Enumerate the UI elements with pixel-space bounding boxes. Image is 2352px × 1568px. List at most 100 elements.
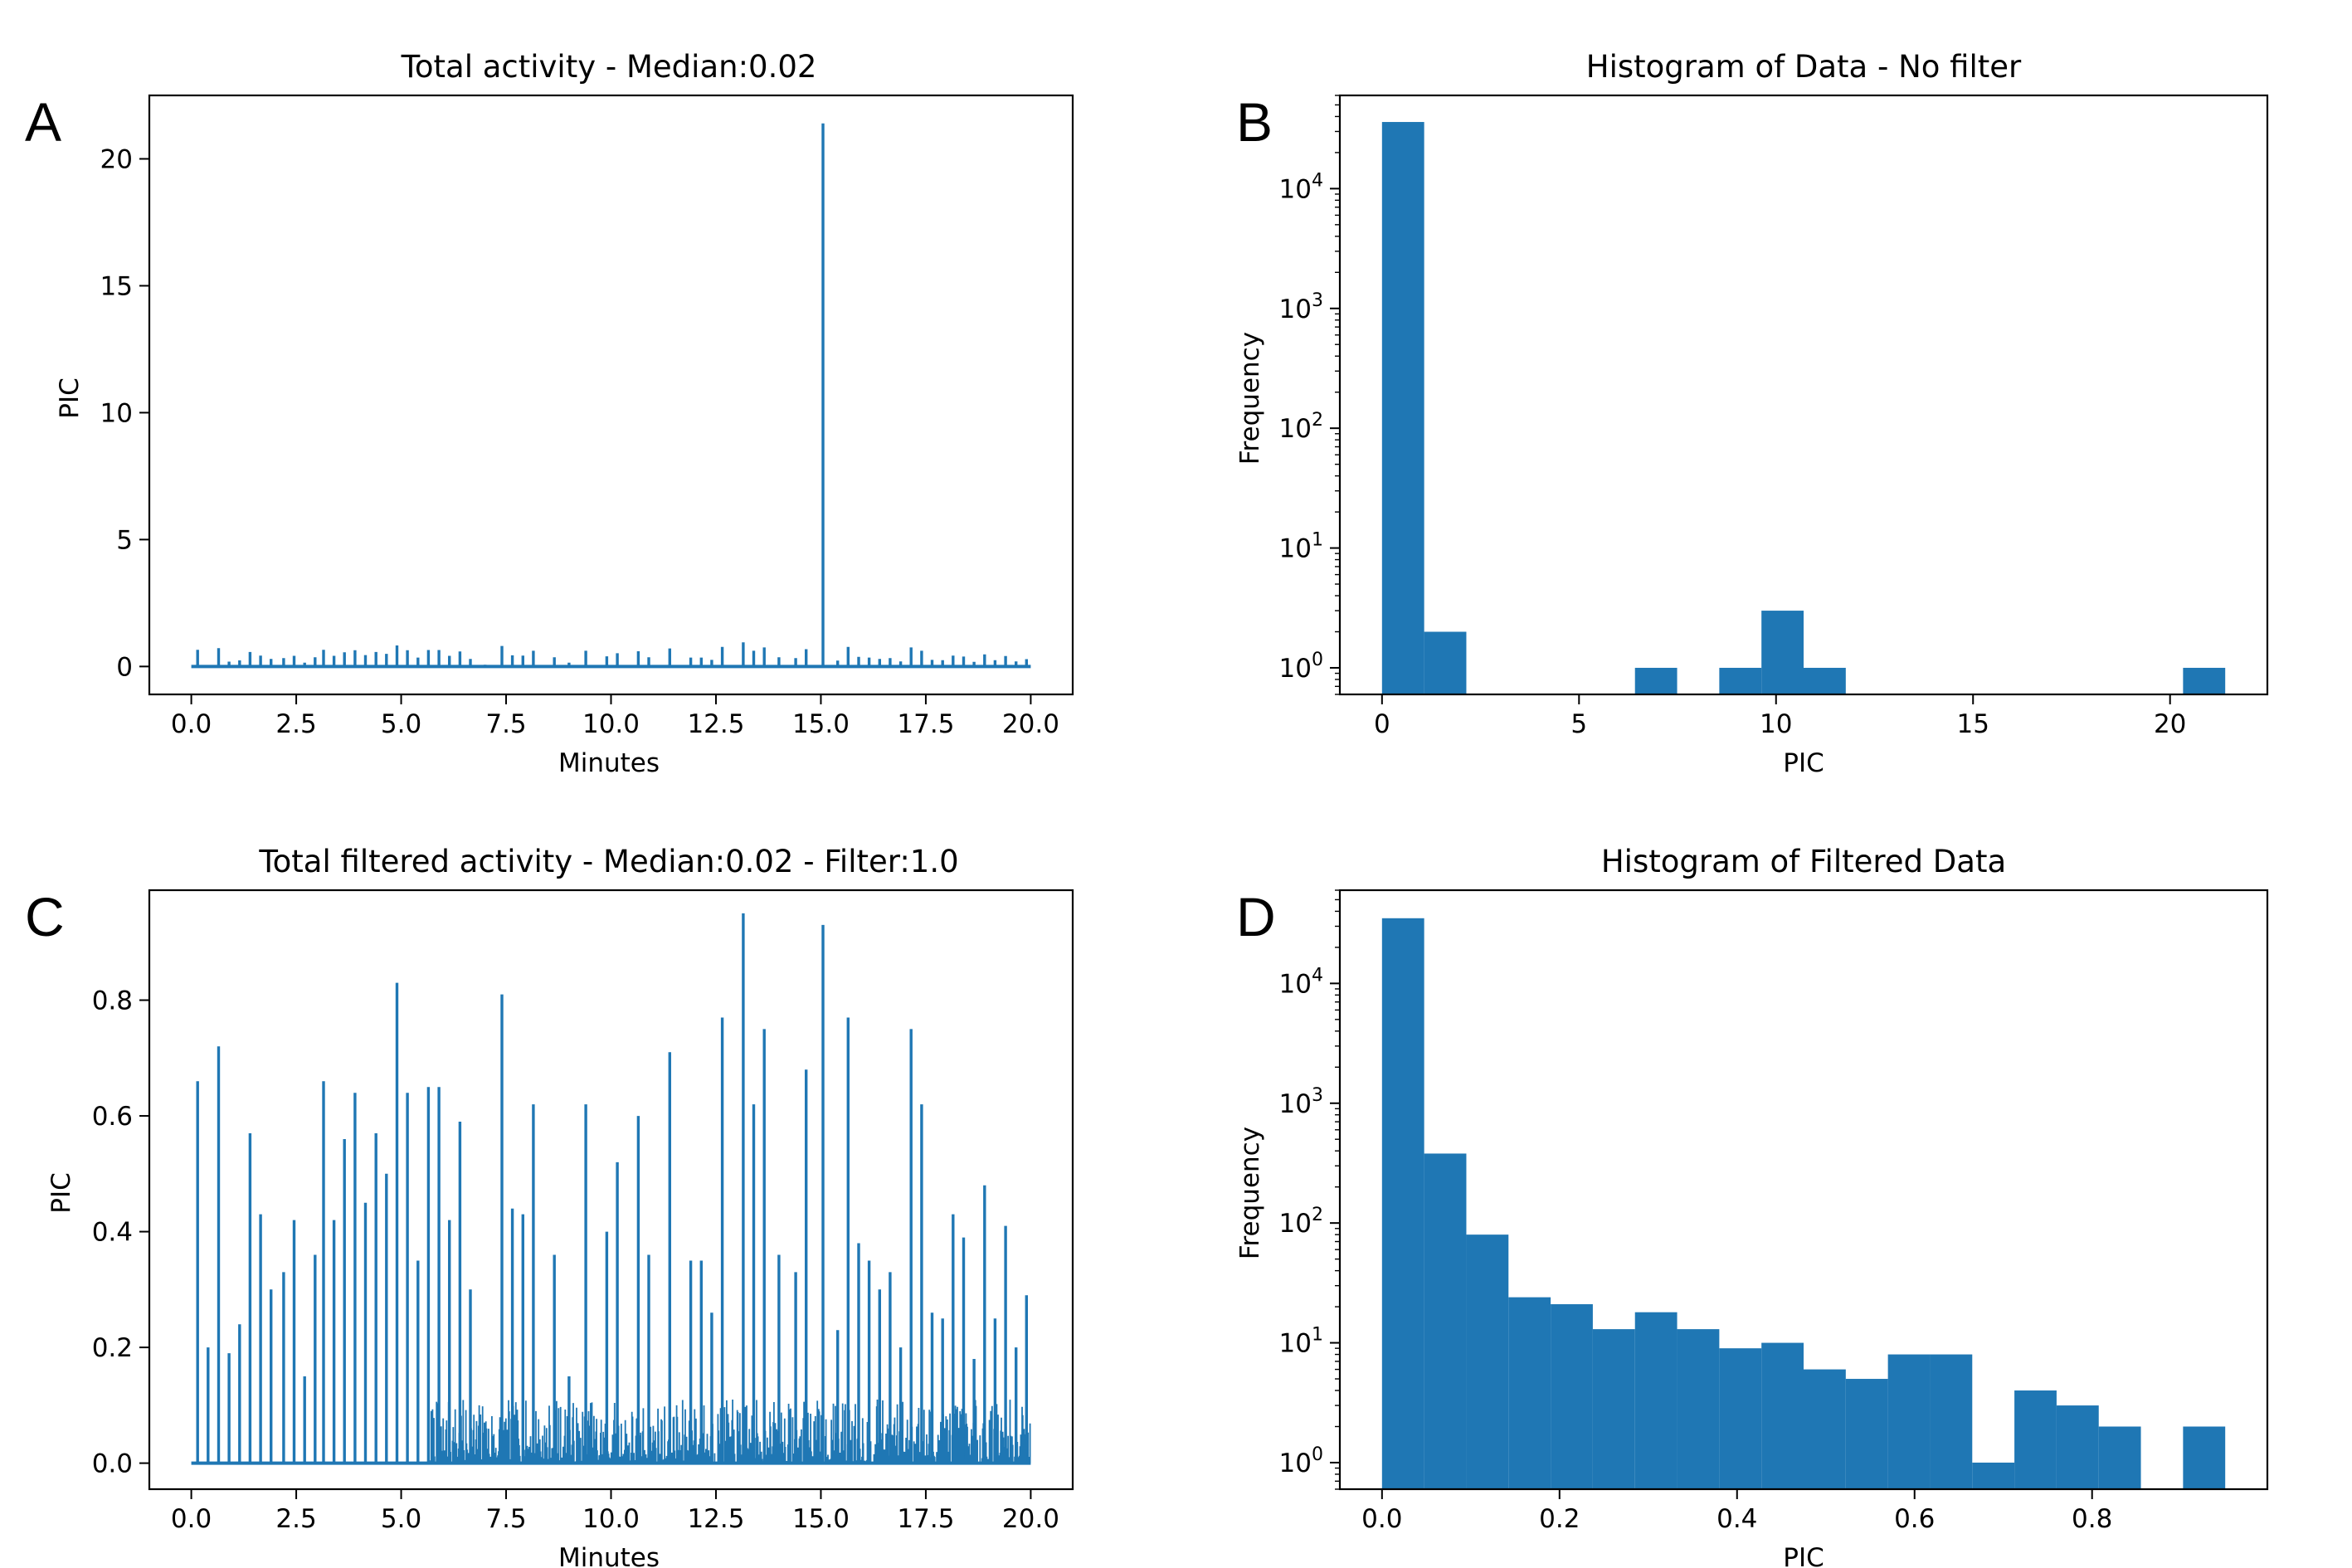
panel-a-ylabel: PIC: [55, 377, 85, 418]
histogram-bar: [1508, 1297, 1551, 1489]
histogram-bar: [1804, 667, 1846, 694]
histogram-bar: [1930, 1354, 1973, 1489]
panel-d-title: Histogram of Filtered Data: [1601, 844, 2006, 879]
panel-c-title: Total filtered activity - Median:0.02 - …: [258, 844, 958, 879]
panel-a-plot-area: [191, 123, 1031, 669]
panel-d-ytick-label: 103: [1279, 1085, 1323, 1119]
panel-letter-b: B: [1236, 91, 1273, 153]
panel-b-xtick-label: 0: [1374, 709, 1390, 739]
panel-b-xtick-label: 5: [1570, 709, 1587, 739]
histogram-bar: [1845, 1379, 1888, 1489]
panel-a-xlabel: Minutes: [558, 748, 660, 778]
panel-c-xlabel: Minutes: [558, 1543, 660, 1568]
histogram-bar: [1761, 611, 1804, 694]
panel-d-xtick-label: 0.6: [1894, 1504, 1935, 1534]
panel-letter-c: C: [25, 886, 65, 947]
histogram-bar: [2098, 1426, 2141, 1489]
panel-a-xtick-label: 0.0: [171, 709, 212, 739]
panel-c-xtick-label: 7.5: [485, 1504, 526, 1534]
panel-c-ytick-label: 0.4: [92, 1218, 133, 1248]
panel-b-ytick-label: 101: [1279, 530, 1323, 564]
panel-d-bars: [1381, 918, 2226, 1489]
panel-a-xtick-label: 2.5: [275, 709, 316, 739]
panel-c-xtick-label: 10.0: [582, 1504, 640, 1534]
panel-c-xtick-label: 0.0: [171, 1504, 212, 1534]
panel-b-ytick-label: 100: [1279, 650, 1323, 684]
histogram-bar: [1381, 122, 1424, 694]
panel-b-xtick-label: 10: [1760, 709, 1792, 739]
panel-c-activity-spikes: [196, 913, 1028, 1463]
histogram-bar: [2014, 1390, 2057, 1489]
panel-c-axes-frame: [148, 889, 1074, 1491]
panel-a-ytick-label: 5: [116, 525, 133, 555]
panel-c-xtick-label: 12.5: [687, 1504, 744, 1534]
panel-a-ytick-label: 0: [116, 652, 133, 682]
panel-a: A Total activity - Median:0.02 Minutes P…: [25, 49, 1074, 778]
panel-c-ytick-label: 0.8: [92, 986, 133, 1016]
histogram-bar: [1466, 1234, 1509, 1489]
histogram-bar: [1804, 1369, 1846, 1489]
panel-a-title: Total activity - Median:0.02: [401, 49, 817, 85]
panel-b-xtick-label: 20: [2154, 709, 2186, 739]
panel-d-xtick-label: 0.2: [1539, 1504, 1580, 1534]
histogram-bar: [2183, 1426, 2226, 1489]
panel-d-xtick-label: 0.4: [1717, 1504, 1757, 1534]
histogram-bar: [1424, 631, 1467, 694]
histogram-bar: [1887, 1354, 1931, 1489]
histogram-bar: [1761, 1342, 1804, 1489]
histogram-bar: [1719, 1348, 1762, 1489]
histogram-bar: [1592, 1329, 1635, 1489]
panel-b-axes-frame: [1338, 94, 2269, 696]
panel-b-plot-area: [1381, 122, 2226, 694]
panel-b-bars: [1381, 122, 2226, 694]
panel-d: D Histogram of Filtered Data PIC Frequen…: [1235, 844, 2269, 1568]
panel-c-xtick-label: 17.5: [897, 1504, 954, 1534]
panel-c-xtick-label: 2.5: [275, 1504, 316, 1534]
panel-b-title: Histogram of Data - No filter: [1586, 49, 2022, 85]
histogram-bar: [1719, 667, 1762, 694]
panel-c-ylabel: PIC: [46, 1172, 76, 1213]
panel-b-xlabel: PIC: [1783, 748, 1824, 778]
panel-a-xtick-label: 20.0: [1002, 709, 1059, 739]
panel-d-xtick-label: 0.8: [2072, 1504, 2112, 1534]
panel-b-ytick-label: 102: [1279, 410, 1323, 444]
panel-a-ytick-label: 15: [100, 271, 133, 301]
panel-a-xtick-label: 12.5: [687, 709, 744, 739]
panel-c-ytick-label: 0.6: [92, 1102, 133, 1132]
panel-c-xtick-label: 15.0: [792, 1504, 850, 1534]
panel-a-ytick-label: 10: [100, 398, 133, 428]
histogram-bar: [1634, 667, 1678, 694]
panel-a-xtick-label: 7.5: [485, 709, 526, 739]
panel-d-ytick-label: 102: [1279, 1205, 1323, 1239]
panel-letter-d: D: [1236, 886, 1276, 947]
panel-a-xtick-label: 15.0: [792, 709, 850, 739]
panel-a-axes-frame: [148, 94, 1074, 696]
panel-c-noise-trace: [430, 1400, 1031, 1463]
histogram-bar: [2183, 667, 2226, 694]
panel-letter-a: A: [25, 91, 61, 153]
panel-c-xtick-label: 5.0: [381, 1504, 421, 1534]
panel-b-xtick-label: 15: [1956, 709, 1989, 739]
histogram-bar: [1972, 1462, 2015, 1489]
panel-d-ytick-label: 101: [1279, 1325, 1323, 1359]
panel-d-axes-frame: [1338, 889, 2269, 1491]
panel-d-xlabel: PIC: [1783, 1543, 1824, 1568]
panel-a-xtick-label: 5.0: [381, 709, 421, 739]
panel-a-xtick-label: 17.5: [897, 709, 954, 739]
panel-d-ylabel: Frequency: [1235, 1127, 1265, 1259]
histogram-bar: [1677, 1329, 1720, 1489]
panel-c-ytick-label: 0.0: [92, 1449, 133, 1479]
panel-d-ytick-label: 100: [1279, 1444, 1323, 1478]
panel-a-xtick-label: 10.0: [582, 709, 640, 739]
histogram-bar: [1551, 1304, 1593, 1489]
histogram-bar: [1424, 1153, 1467, 1489]
histogram-bar: [1634, 1312, 1678, 1489]
panel-c-plot-area: [191, 913, 1031, 1465]
panel-d-xtick-label: 0.0: [1361, 1504, 1402, 1534]
panel-a-ytick-label: 20: [100, 144, 133, 174]
panel-d-ytick-label: 104: [1279, 965, 1323, 999]
histogram-bar: [1381, 918, 1424, 1489]
panel-a-activity-spikes: [196, 123, 1028, 667]
panel-b: B Histogram of Data - No filter PIC Freq…: [1235, 49, 2269, 778]
